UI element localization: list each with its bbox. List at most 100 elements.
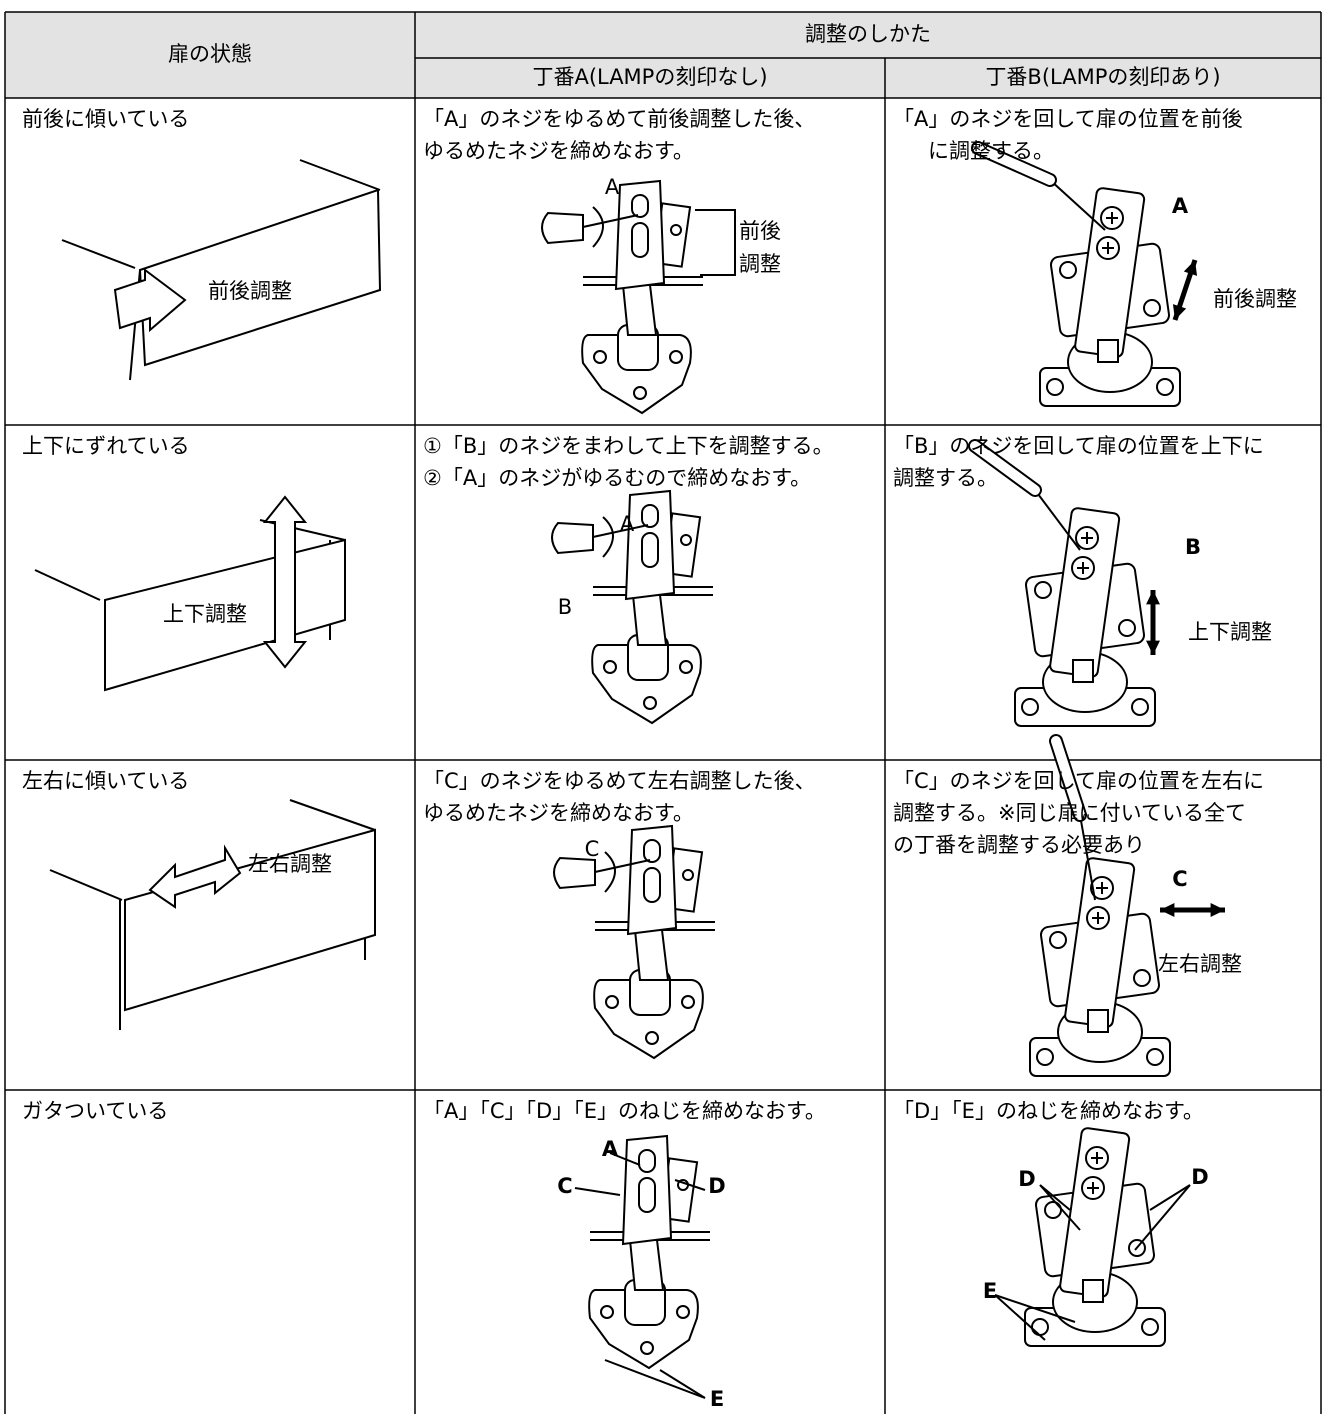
door-illustration <box>49 799 376 1030</box>
screw-cross <box>1092 912 1104 924</box>
slot <box>643 839 661 863</box>
hinge-b-text: 「D」「E」のねじを締めなおす。 <box>893 1099 1204 1123</box>
screw <box>1046 378 1064 396</box>
arrow-head <box>1183 260 1198 276</box>
leader-line <box>609 1152 641 1166</box>
leader-line <box>604 1359 706 1399</box>
screw <box>1049 931 1067 949</box>
shaft <box>582 214 639 228</box>
cup-window <box>1072 659 1094 683</box>
door-illustration <box>34 495 346 692</box>
screw <box>1131 698 1149 716</box>
screw <box>682 869 694 881</box>
slot <box>641 532 659 568</box>
state-text: 前後に傾いている <box>22 107 189 131</box>
figure-label: 前後調整 <box>1213 287 1297 311</box>
hinge-a-text: ①「B」のネジをまわして上下を調整する。 <box>423 434 834 458</box>
cabinet-line <box>299 159 381 191</box>
screw <box>600 1305 614 1319</box>
header-state: 扉の状態 <box>168 42 252 66</box>
screw-cross <box>1102 242 1114 254</box>
arrow-head <box>1172 304 1187 320</box>
screw <box>1133 969 1151 987</box>
figure-label: 左右調整 <box>1158 952 1242 976</box>
figure-label: E <box>983 1279 997 1303</box>
screw <box>679 660 693 674</box>
screwdriver <box>553 851 651 893</box>
cup-window <box>1087 1009 1109 1033</box>
cabinet-line <box>34 569 101 601</box>
hinge-b-illustration <box>1014 507 1156 727</box>
leader-line <box>994 1294 1046 1341</box>
figure-label: A <box>605 175 620 199</box>
slot <box>638 1149 656 1173</box>
handle-inner <box>1051 736 1085 820</box>
hinge-a-illustration <box>588 1134 710 1370</box>
figure-label: B <box>558 595 572 619</box>
cabinet-line <box>61 239 136 269</box>
screw <box>1143 299 1161 317</box>
slot <box>631 222 649 258</box>
screw <box>605 995 619 1009</box>
cabinet-line <box>49 869 123 901</box>
screw <box>1044 1201 1062 1219</box>
screwdriver <box>1049 734 1096 901</box>
hinge-a-text: 「A」のネジをゆるめて前後調整した後、 <box>423 107 815 131</box>
figure-label: D <box>1191 1165 1208 1189</box>
leader-line <box>994 1294 1076 1323</box>
leader-line <box>674 1179 706 1191</box>
header-method: 調整のしかた <box>805 22 931 46</box>
screw <box>1141 1318 1159 1336</box>
arrow-head <box>1146 640 1160 655</box>
hinge-a-illustration <box>591 489 713 725</box>
shaft <box>1049 179 1106 231</box>
screwdriver <box>968 439 1081 551</box>
screw-cross <box>1096 882 1108 894</box>
header-hinge-a: 丁番A(LAMPの刻印なし) <box>532 65 767 89</box>
hinge-b-text: の丁番を調整する必要あり <box>893 833 1145 857</box>
slot <box>641 504 659 528</box>
arrow-head <box>1160 903 1175 917</box>
hinge-b-text: 「B」のネジを回して扉の位置を上下に <box>893 434 1264 458</box>
screw <box>633 386 647 400</box>
cup-plate <box>591 644 702 725</box>
cup-window <box>1097 339 1119 363</box>
hinge-a-text: ②「A」のネジがゆるむので締めなおす。 <box>423 466 811 490</box>
hollow-arrow <box>148 844 242 909</box>
arrow-head <box>1210 903 1225 917</box>
screw <box>669 350 683 364</box>
leader-line <box>1039 1184 1081 1231</box>
screwdriver <box>541 206 639 248</box>
hinge-a-text: 「C」のネジをゆるめて左右調整した後、 <box>423 769 816 793</box>
hollow-arrow <box>262 495 308 669</box>
screw <box>681 995 695 1009</box>
hinge-a-text: 「A」「C」「D」「E」のねじを締めなおす。 <box>423 1099 826 1123</box>
screw <box>1034 581 1052 599</box>
screw <box>1156 378 1174 396</box>
handle-inner <box>973 143 1055 185</box>
cup-plate <box>581 334 692 415</box>
screw-cross <box>1077 562 1089 574</box>
hinge-a-text: ゆるめたネジを締めなおす。 <box>423 801 694 825</box>
hinge-b-illustration <box>1039 187 1181 407</box>
figure-label: A <box>602 1137 619 1161</box>
figure-label: D <box>1018 1167 1035 1191</box>
screwdriver <box>551 516 649 558</box>
screw <box>1146 1048 1164 1066</box>
hinge-a-illustration <box>593 824 715 1060</box>
double-arrow <box>1146 590 1160 655</box>
hinge-b-text: 調整する。 <box>893 466 998 490</box>
hinge-b-text: 「C」のネジを回して扉の位置を左右に <box>893 769 1264 793</box>
screw <box>640 1341 654 1355</box>
hinge-b-text: に調整する。 <box>928 139 1054 163</box>
cabinet-line <box>289 799 376 831</box>
figure-label: 調整 <box>739 252 781 276</box>
shaft <box>1034 489 1081 551</box>
door-illustration <box>61 159 382 381</box>
hollow-arrow <box>113 268 187 333</box>
figure-label: A <box>620 512 635 536</box>
shaft <box>592 524 649 538</box>
state-text: 左右に傾いている <box>22 769 189 793</box>
screw <box>1059 261 1077 279</box>
